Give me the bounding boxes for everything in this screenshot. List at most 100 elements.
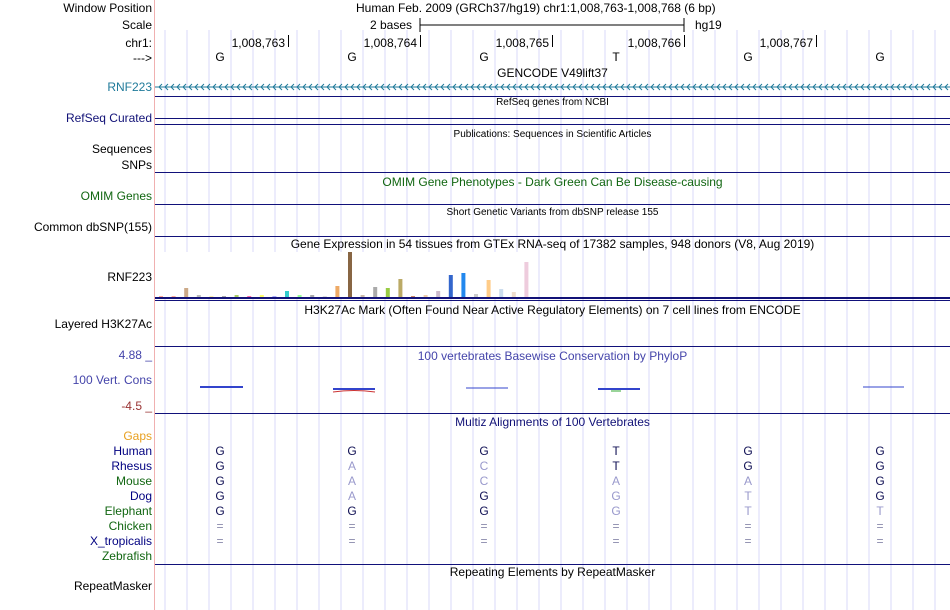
layered-h3k27ac-label[interactable]: Layered H3K27Ac bbox=[54, 317, 152, 331]
alignment-base: = bbox=[480, 534, 488, 548]
species-label[interactable]: Zebrafish bbox=[101, 549, 152, 563]
base-letter: G bbox=[479, 50, 489, 64]
repeatmasker-label[interactable]: RepeatMasker bbox=[73, 579, 152, 593]
track-separator bbox=[155, 413, 950, 414]
dbsnp-track-title: Short Genetic Variants from dbSNP releas… bbox=[446, 207, 659, 218]
strand-arrow-icon bbox=[482, 83, 487, 91]
strand-arrow-icon bbox=[494, 83, 499, 91]
gtex-gene-bar[interactable] bbox=[155, 297, 950, 299]
species-label[interactable]: Mouse bbox=[115, 474, 152, 488]
strand-arrow-icon bbox=[920, 83, 925, 91]
gtex-tissue-bar bbox=[448, 275, 453, 297]
strand-arrow-icon bbox=[314, 83, 319, 91]
gtex-gene-label[interactable]: RNF223 bbox=[107, 270, 152, 284]
gencode-track-title: GENCODE V49lift37 bbox=[497, 66, 608, 80]
strand-arrow-icon bbox=[698, 83, 703, 91]
alignment-base: G bbox=[743, 459, 753, 473]
strand-arrow-icon bbox=[722, 83, 727, 91]
strand-arrow-icons bbox=[158, 83, 949, 91]
coordinate-tick-mark bbox=[420, 35, 421, 47]
alignment-base: T bbox=[612, 444, 620, 458]
strand-arrow-icon bbox=[380, 83, 385, 91]
strand-arrow-icon bbox=[446, 83, 451, 91]
gtex-tissue-bar bbox=[159, 296, 163, 297]
coordinate-tick-mark bbox=[552, 35, 553, 47]
gtex-tissue-bar bbox=[184, 288, 189, 297]
strand-arrow-icon bbox=[452, 83, 457, 91]
species-label[interactable]: Elephant bbox=[104, 504, 152, 518]
phylop-conservation-plot[interactable] bbox=[155, 380, 950, 398]
strand-arrow-icon bbox=[224, 83, 229, 91]
strand-arrow-icon bbox=[842, 83, 847, 91]
alignment-base: G bbox=[347, 504, 357, 518]
alignment-base: C bbox=[479, 459, 489, 473]
gtex-tissue-bar bbox=[297, 295, 302, 297]
alignment-base: G bbox=[875, 474, 885, 488]
strand-arrow-icon bbox=[326, 83, 331, 91]
strand-arrow-icon bbox=[374, 83, 379, 91]
alignment-base: = bbox=[348, 534, 356, 548]
strand-arrow-icon bbox=[566, 83, 571, 91]
gtex-tissue-bar bbox=[171, 296, 176, 297]
species-label[interactable]: Rhesus bbox=[111, 459, 152, 473]
scale-bar-text: 2 bases bbox=[370, 18, 413, 32]
strand-arrow-icon bbox=[296, 83, 301, 91]
strand-arrow-icon bbox=[392, 83, 397, 91]
strand-arrow-icon bbox=[554, 83, 559, 91]
strand-arrow-icon bbox=[302, 83, 307, 91]
snps-label[interactable]: SNPs bbox=[121, 158, 152, 172]
track-separator bbox=[155, 96, 950, 97]
vert-cons-label[interactable]: 100 Vert. Cons bbox=[72, 373, 152, 387]
sequences-label[interactable]: Sequences bbox=[91, 142, 152, 156]
alignment-base: G bbox=[479, 444, 489, 458]
gtex-expression-chart[interactable] bbox=[155, 252, 535, 298]
alignment-base: T bbox=[612, 459, 620, 473]
strand-arrow-icon bbox=[608, 83, 613, 91]
alignment-base: G bbox=[215, 504, 225, 518]
strand-arrow-icon bbox=[686, 83, 691, 91]
strand-arrow-icon bbox=[704, 83, 709, 91]
strand-arrow-icon bbox=[164, 83, 169, 91]
strand-arrow-icon bbox=[350, 83, 355, 91]
strand-arrow-icon bbox=[242, 83, 247, 91]
refseq-gene-line[interactable] bbox=[155, 118, 950, 119]
alignment-base: = bbox=[480, 519, 488, 533]
alignment-base: = bbox=[216, 519, 224, 533]
alignment-base: C bbox=[479, 474, 489, 488]
strand-arrow-icon bbox=[512, 83, 517, 91]
strand-arrow-icon bbox=[254, 83, 259, 91]
gencode-gene-label[interactable]: RNF223 bbox=[107, 80, 152, 94]
strand-arrow-icon bbox=[614, 83, 619, 91]
coordinate-tick-label: 1,008,765 bbox=[495, 36, 549, 50]
species-label[interactable]: X_tropicalis bbox=[89, 534, 152, 548]
refseq-curated-label[interactable]: RefSeq Curated bbox=[65, 111, 152, 125]
strand-arrow-icon bbox=[800, 83, 805, 91]
strand-arrow-icon bbox=[344, 83, 349, 91]
gencode-gene-track[interactable] bbox=[155, 81, 950, 93]
gaps-label[interactable]: Gaps bbox=[123, 429, 152, 443]
omim-genes-label[interactable]: OMIM Genes bbox=[80, 189, 152, 203]
strand-arrow-icon bbox=[764, 83, 769, 91]
strand-arrow-icon bbox=[794, 83, 799, 91]
strand-arrow-icon bbox=[464, 83, 469, 91]
gtex-plot-area bbox=[155, 252, 533, 298]
strand-arrow-icon bbox=[266, 83, 271, 91]
species-label[interactable]: Chicken bbox=[108, 519, 152, 533]
alignment-base: G bbox=[215, 444, 225, 458]
gtex-tissue-bar bbox=[209, 296, 214, 297]
gtex-tissue-bar bbox=[436, 291, 441, 297]
species-label[interactable]: Human bbox=[113, 444, 152, 458]
strand-arrow-icon bbox=[668, 83, 673, 91]
strand-arrow-icon bbox=[578, 83, 583, 91]
gtex-tissue-bar bbox=[335, 286, 340, 297]
species-label[interactable]: Dog bbox=[129, 489, 152, 503]
alignment-base: = bbox=[876, 519, 884, 533]
common-dbsnp-label[interactable]: Common dbSNP(155) bbox=[33, 220, 152, 234]
strand-arrow-icon bbox=[584, 83, 589, 91]
strand-arrow-icon bbox=[926, 83, 931, 91]
coordinate-tick-label: 1,008,767 bbox=[759, 36, 813, 50]
strand-arrow-icon bbox=[536, 83, 541, 91]
strand-arrow-icon bbox=[428, 83, 433, 91]
strand-arrow-icon bbox=[182, 83, 187, 91]
publications-track-title: Publications: Sequences in Scientific Ar… bbox=[453, 129, 652, 140]
